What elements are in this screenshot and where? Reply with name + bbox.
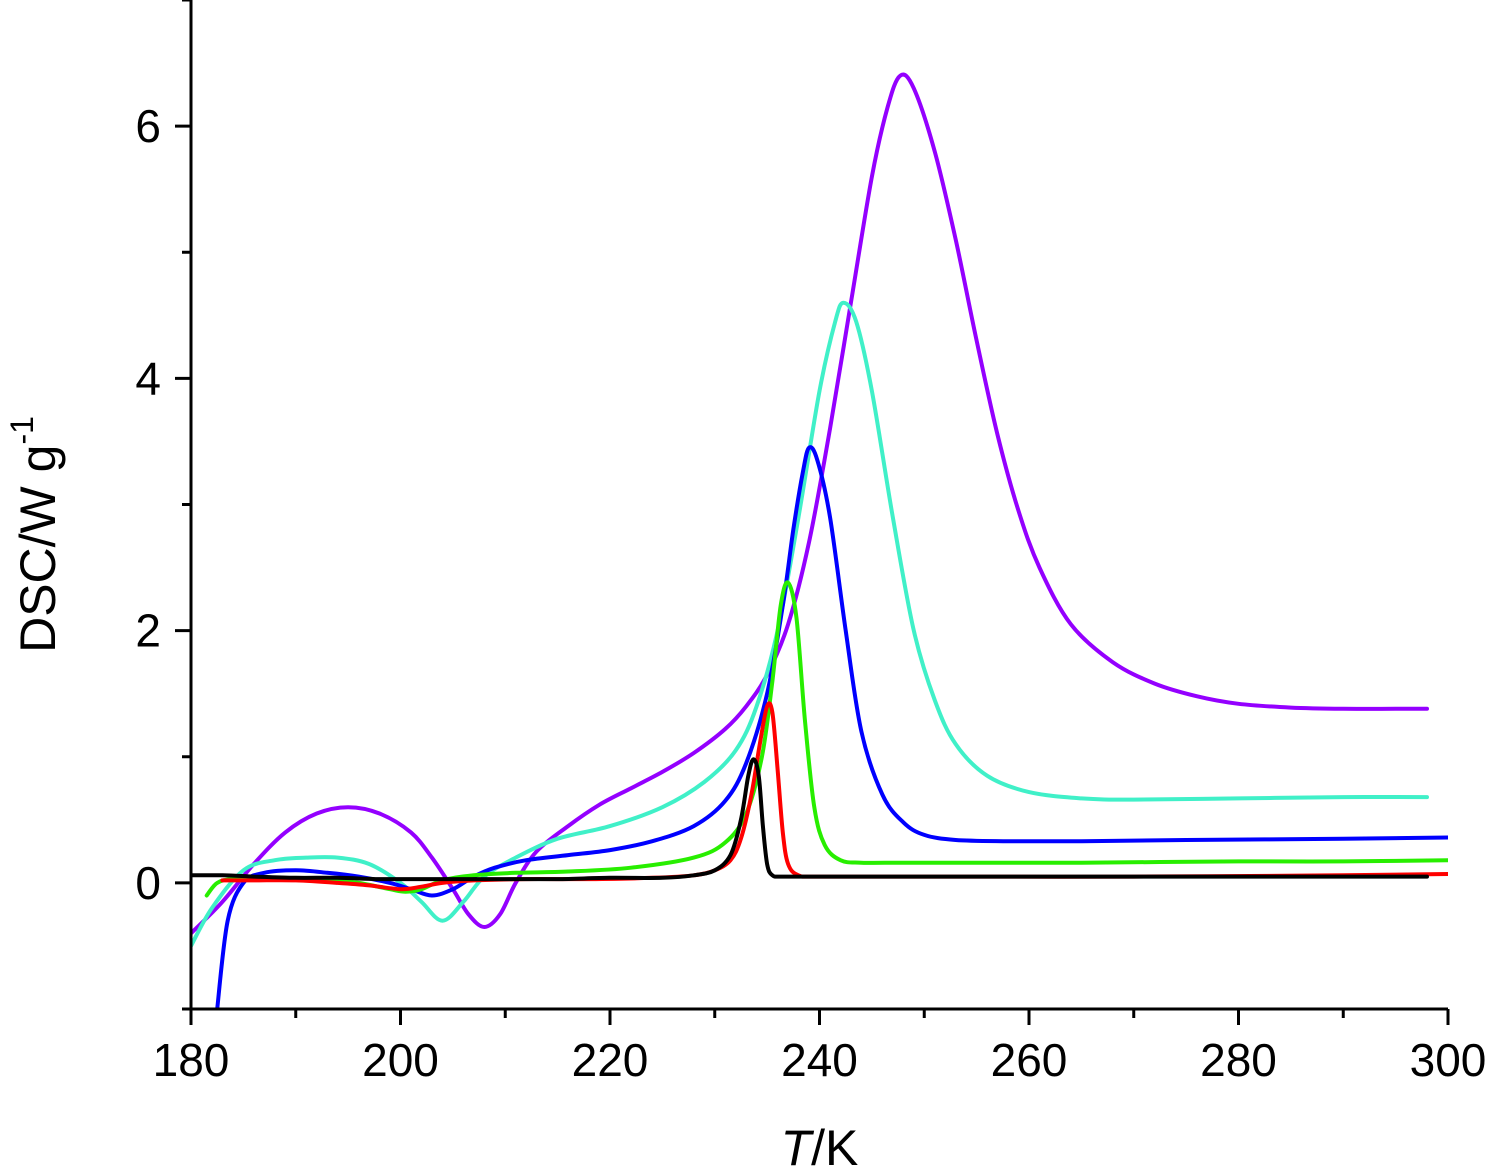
series-line (204, 580, 1448, 898)
x-axis-title-rest: /K (811, 1120, 858, 1169)
x-axis-title-italic: T (781, 1120, 815, 1169)
x-tick-label: 200 (362, 1034, 439, 1086)
x-axis-title: T/K (781, 1120, 859, 1169)
series-line (191, 300, 1429, 948)
x-tick-label: 220 (572, 1034, 649, 1086)
y-tick-label: 6 (135, 100, 161, 152)
x-tick-label: 260 (991, 1034, 1068, 1086)
series-line (191, 72, 1429, 936)
x-tick-label: 240 (781, 1034, 858, 1086)
x-tick-label: 180 (153, 1034, 230, 1086)
series-line (215, 445, 1448, 1009)
y-tick-label: 0 (135, 857, 161, 909)
y-axis-title: DSC/W g-1 (4, 416, 66, 653)
y-tick-label: 4 (135, 352, 161, 404)
y-tick-label: 2 (135, 605, 161, 657)
series-layer (191, 72, 1448, 1009)
y-axis-title-sup: -1 (4, 416, 40, 444)
tick-labels-layer: 180 200 220 240 260 280 300 0 2 4 6 (135, 100, 1486, 1086)
ticks-layer (175, 0, 1450, 1025)
series-line (191, 757, 1429, 882)
x-tick-label: 280 (1200, 1034, 1277, 1086)
x-tick-label: 300 (1410, 1034, 1487, 1086)
y-axis-title-main: DSC/W g (10, 445, 66, 653)
